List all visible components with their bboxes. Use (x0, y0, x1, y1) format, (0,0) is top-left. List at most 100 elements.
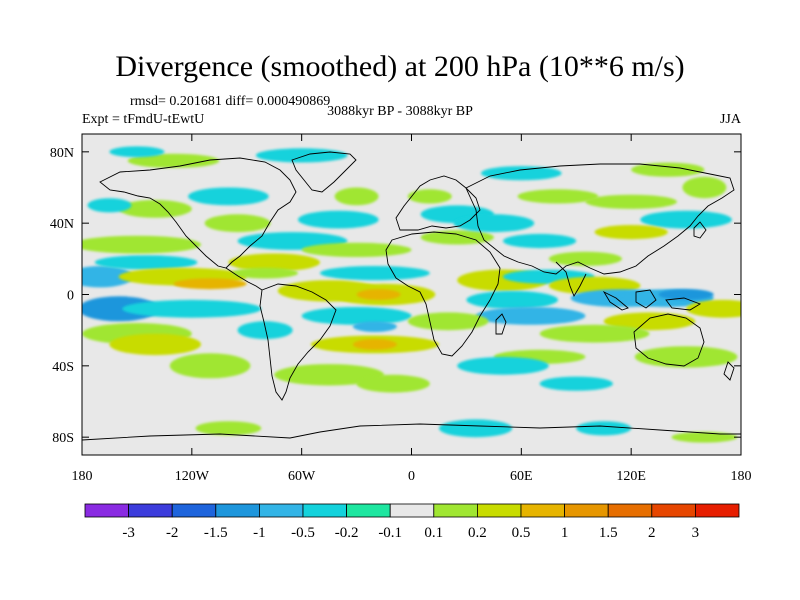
field-region-2 (94, 255, 198, 270)
coast-central-america (225, 267, 263, 291)
field-region-20 (127, 153, 220, 168)
period-label: 3088kyr BP - 3088kyr BP (327, 104, 473, 119)
field-region-18 (334, 187, 379, 206)
y-tick-label-3: 40S (52, 360, 74, 375)
expt-label: Expt = tFmdU-tEwtU (82, 112, 205, 127)
colorbar-label-13: 3 (692, 525, 700, 541)
coast-japan (693, 221, 707, 239)
coast-greenland (291, 151, 357, 193)
rmsd-stats: rmsd= 0.201681 diff= 0.000490869 (130, 94, 331, 109)
y-tick-label-0: 80N (50, 146, 74, 161)
field-region-11 (87, 198, 132, 213)
field-region-34 (407, 189, 452, 204)
field-region-7 (109, 333, 201, 356)
field-region-12 (188, 187, 269, 206)
field-region-63 (439, 419, 513, 438)
field-region-41 (481, 166, 562, 181)
field-region-5 (173, 278, 247, 290)
coast-australia (633, 313, 705, 367)
field-region-9 (169, 353, 251, 379)
y-tick-label-2: 0 (67, 289, 74, 304)
axis-ticks: 180 120W 60W 0 60E 120E 180 80N 40N 0 40S 80S (50, 134, 752, 484)
colorbar-swatch-1 (128, 503, 173, 518)
field-region-32 (237, 321, 293, 340)
colorbar-swatch-12 (607, 503, 653, 518)
colorbar-label-0: -3 (122, 525, 135, 541)
x-tick-label-6: 180 (731, 469, 752, 484)
colorbar-swatch-11 (564, 503, 609, 518)
x-tick-label-0: 180 (72, 469, 93, 484)
field-region-42 (631, 162, 705, 177)
field-region-64 (576, 421, 632, 436)
field-region-26 (301, 307, 412, 325)
field-region-31 (356, 374, 430, 393)
colorbar-swatch-3 (215, 503, 260, 518)
field-region-25 (356, 289, 401, 300)
field-region-19 (255, 148, 348, 163)
colorbar-swatch-7 (389, 503, 435, 518)
colorbar-label-6: -0.1 (378, 525, 402, 541)
field-region-8 (122, 299, 262, 318)
colorbar-swatch-5 (302, 503, 347, 518)
field-region-29 (352, 339, 397, 350)
colorbar: -3 -2 -1.5 -1 -0.5 -0.2 -0.1 0.1 0.2 0.5 1 1.5 2 3 (84, 503, 740, 541)
colorbar-swatch-8 (433, 503, 478, 518)
field-region-10 (118, 200, 192, 218)
colorbar-label-9: 0.5 (512, 525, 531, 541)
field-region-39 (548, 251, 623, 266)
field-region-37 (453, 214, 535, 233)
field-region-44 (640, 210, 732, 229)
x-tick-label-3: 0 (408, 469, 415, 484)
field-region-33 (195, 421, 262, 436)
colorbar-label-11: 1.5 (599, 525, 618, 541)
field-region-0 (82, 266, 134, 288)
x-tick-label-4: 60E (510, 469, 533, 484)
chart-title: Divergence (smoothed) at 200 hPa (10**6 … (115, 50, 685, 83)
field-region-46 (594, 225, 668, 240)
field-region-21 (301, 242, 412, 257)
field-region-36 (420, 230, 494, 245)
x-tick-label-2: 60W (288, 469, 316, 484)
y-tick-label-4: 80S (52, 431, 74, 446)
field-region-45 (585, 194, 677, 209)
field-region-14 (228, 253, 320, 272)
field-region-27 (352, 321, 397, 332)
colorbar-label-3: -1 (253, 525, 266, 541)
x-tick-label-5: 120E (616, 469, 646, 484)
colorbar-swatch-9 (476, 503, 522, 518)
field-region-49 (475, 307, 586, 325)
coast-new-guinea (665, 297, 702, 311)
field-region-62 (407, 312, 489, 331)
colorbar-label-10: 1 (561, 525, 569, 541)
y-tick-label-1: 40N (50, 217, 74, 232)
field-region-3 (82, 235, 201, 254)
field-region-1 (82, 296, 159, 322)
colorbar-label-12: 2 (648, 525, 656, 541)
field-region-43 (682, 176, 727, 199)
colorbar-label-2: -1.5 (204, 525, 228, 541)
colorbar-label-8: 0.2 (468, 525, 487, 541)
field-region-38 (502, 233, 577, 249)
coast-asia (465, 163, 735, 275)
field-region-65 (671, 431, 738, 443)
colorbar-swatch-14 (695, 503, 740, 518)
coast-new-zealand (723, 361, 735, 381)
colorbar-swatch-2 (171, 503, 217, 518)
field-region-17 (298, 210, 379, 229)
coast-antarctica (82, 423, 741, 441)
field-region-57 (539, 324, 650, 343)
field-region-55 (603, 312, 696, 331)
colorbar-swatch-6 (346, 503, 391, 518)
colorbar-swatch-13 (651, 503, 696, 518)
season-label: JJA (719, 112, 741, 127)
coast-africa (385, 231, 501, 357)
coast-sumatra (602, 290, 629, 311)
field-region-61 (539, 376, 613, 391)
field-region-48 (466, 291, 558, 309)
field-region-13 (204, 214, 271, 233)
field-region-66 (109, 146, 165, 158)
field-region-60 (457, 356, 549, 375)
field-region-40 (517, 189, 599, 204)
field-region-22 (320, 266, 430, 281)
